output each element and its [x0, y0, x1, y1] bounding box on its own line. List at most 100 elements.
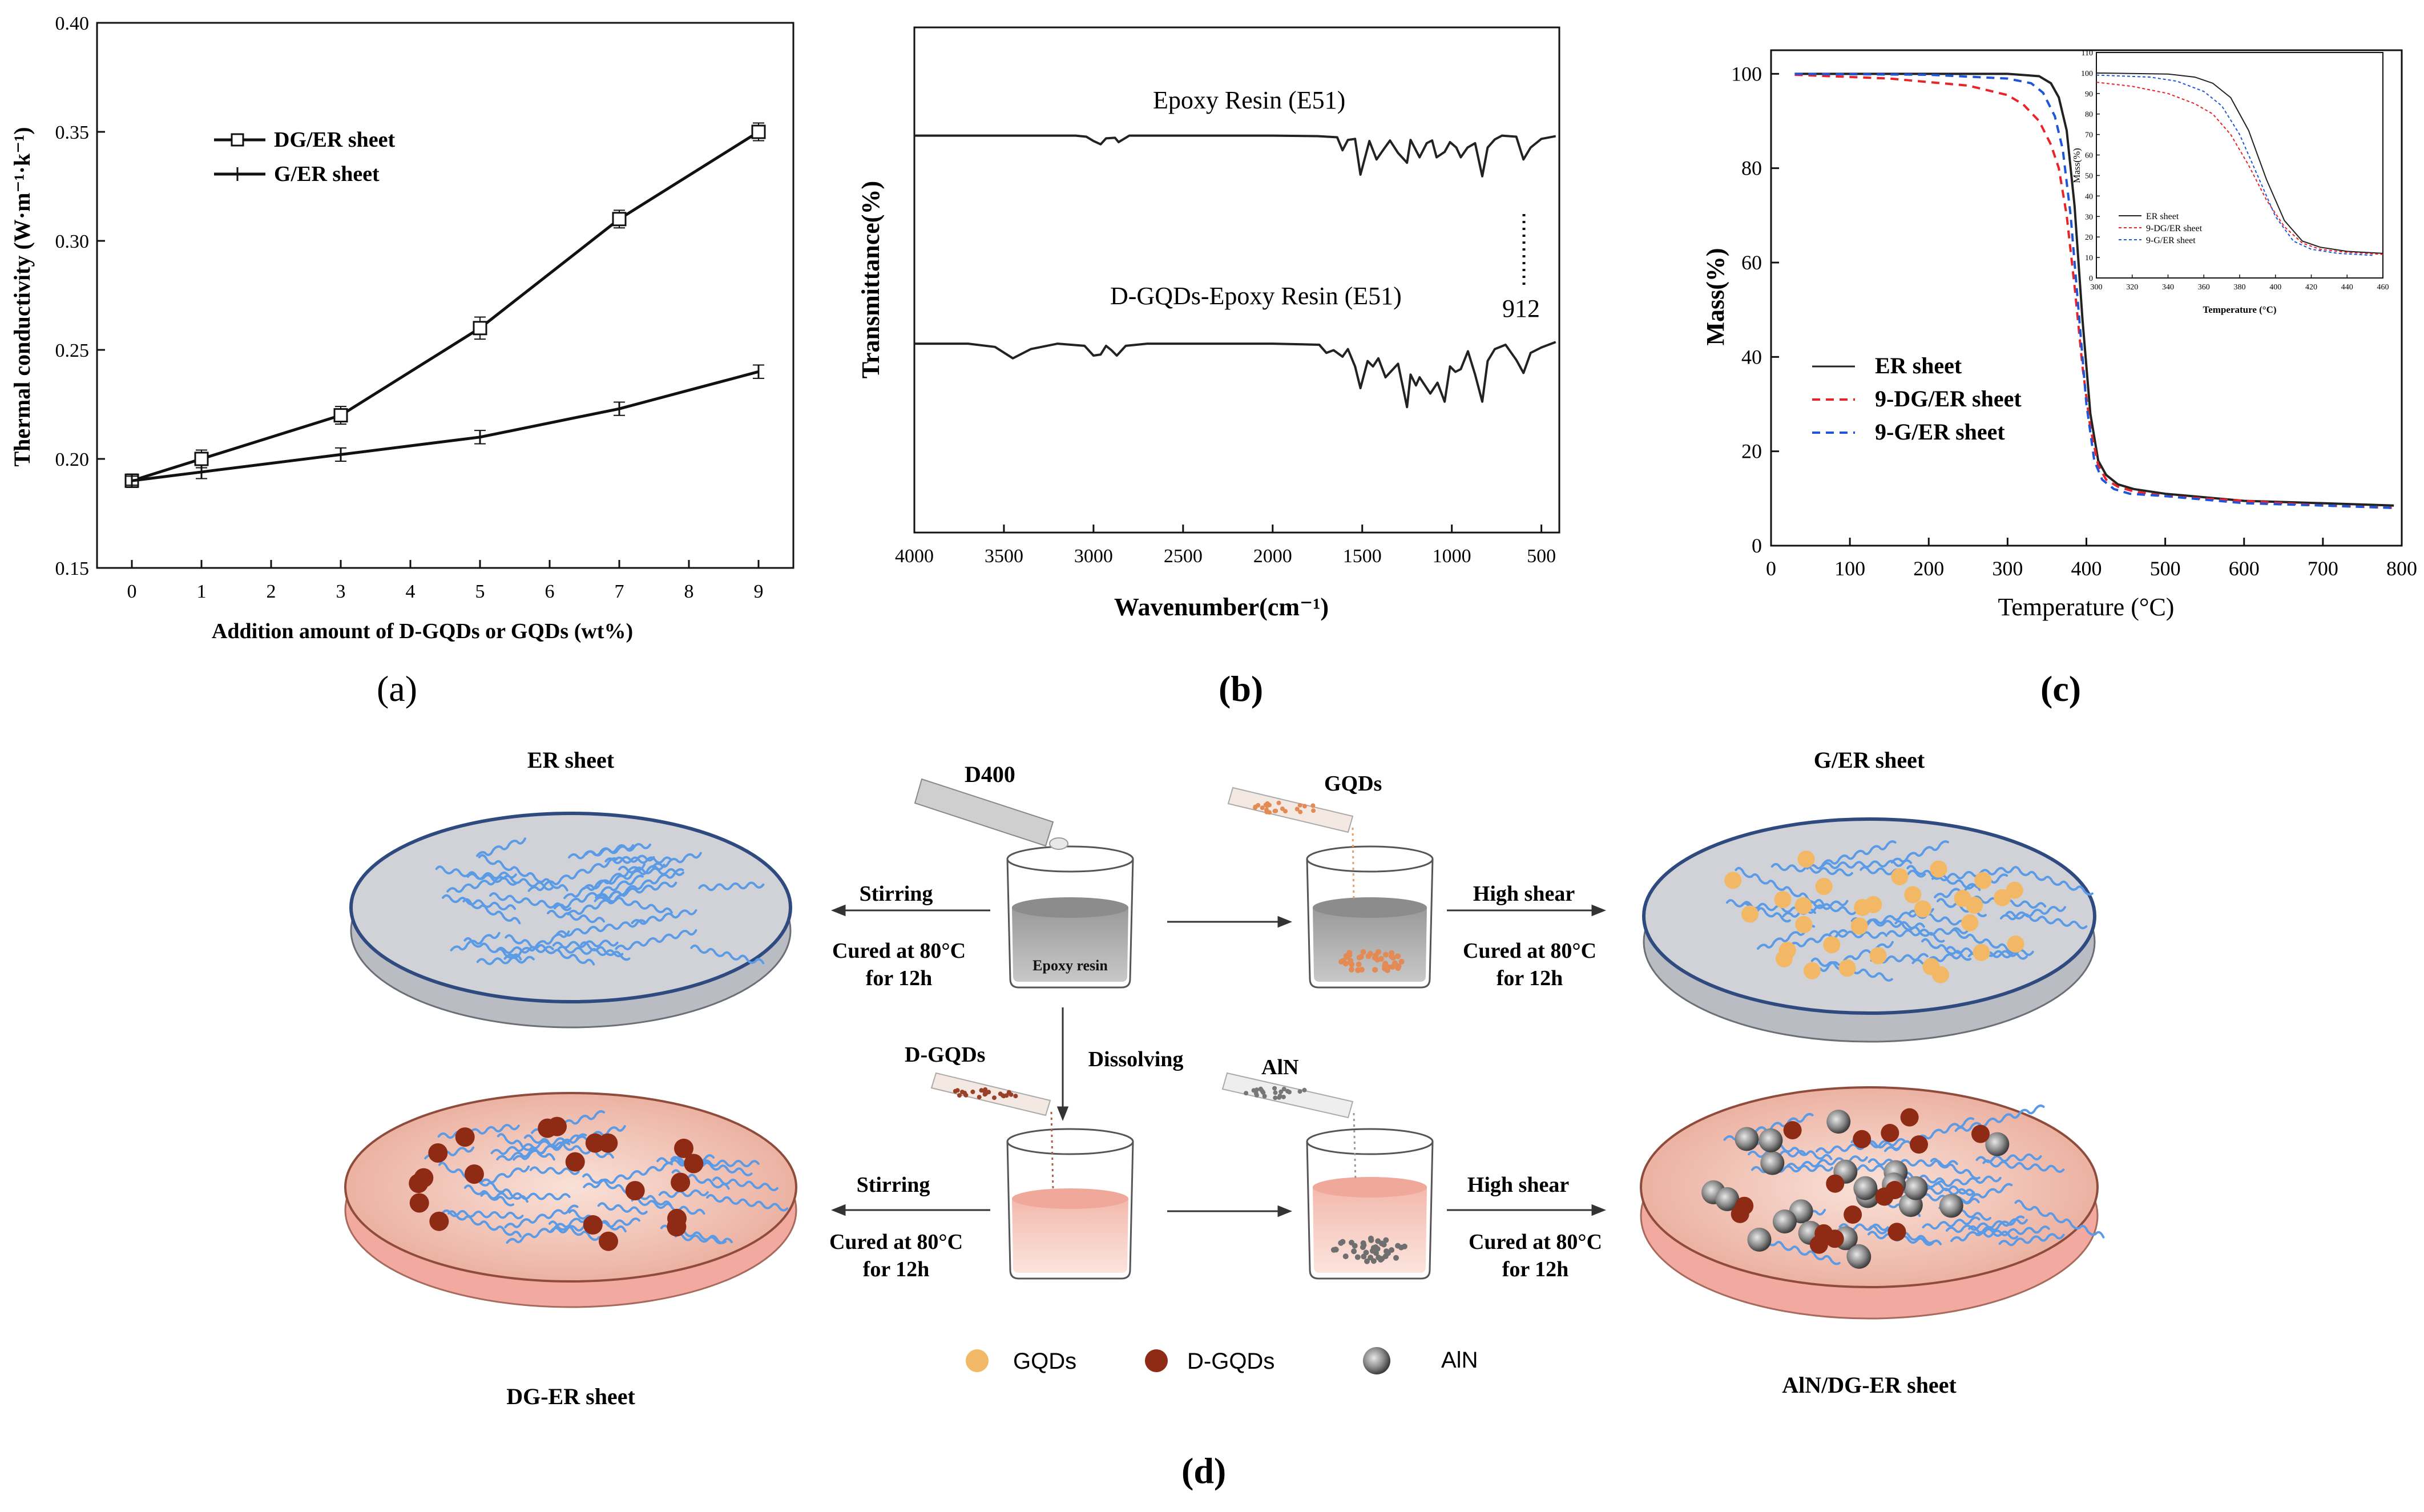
dgqd-particle [565, 1152, 585, 1172]
dgqd-particle [671, 1172, 691, 1192]
polymer-chain [503, 930, 570, 960]
plate-alndger-particles [1701, 1108, 2010, 1269]
polymer-chain [1950, 929, 2016, 954]
dgqd-particle [1881, 1124, 1899, 1142]
gqd-particle [1803, 962, 1821, 979]
gqd-particle [1974, 872, 1992, 889]
aln-cluster-dot [1363, 1249, 1369, 1256]
chart-b-spectrum-2 [914, 341, 1556, 409]
chart-c-xtick-label: 100 [1834, 557, 1865, 580]
step-stirring-top: Stirring [860, 882, 933, 906]
tube-dgqd-dot [957, 1093, 962, 1098]
chart-b-xtick-label: 2500 [1164, 546, 1203, 567]
polymer-chain [476, 955, 535, 965]
gqd-particle [1850, 917, 1868, 935]
tube-gqds-stream [1352, 827, 1355, 902]
aln-particle [1772, 1209, 1797, 1233]
inset-ytick-label: 10 [2085, 254, 2093, 263]
tube-aln-dot [1302, 1087, 1307, 1092]
plate-dger-title: DG-ER sheet [506, 1384, 635, 1409]
polymer-chain [555, 919, 646, 937]
inset-curve-2 [2096, 82, 2383, 255]
tube-dgqds-label: D-GQDs [905, 1043, 985, 1067]
inset-legend-g-label: 9-G/ER sheet [2146, 236, 2196, 245]
dgqd-particle [599, 1231, 618, 1251]
chart-b-xtick-label: 1500 [1343, 546, 1382, 567]
inset-ytick-label: 80 [2085, 111, 2093, 119]
chart-a-xtick-label: 1 [197, 581, 207, 602]
beaker-dgqds-glass [1006, 1141, 1134, 1280]
chart-a-legend: DG/ER sheet G/ER sheet [214, 128, 396, 186]
chart-c-xtick-label: 400 [2071, 557, 2102, 580]
polymer-chain [1884, 1117, 1974, 1152]
tube-gqd-dot [1283, 809, 1288, 814]
polymer-chain [495, 945, 554, 954]
polymer-chain [2005, 910, 2088, 930]
inset-xtick-label: 440 [2341, 283, 2353, 292]
gqd-cluster-dot [1372, 954, 1378, 961]
inset-ytick-label: 30 [2085, 213, 2093, 221]
tube-gqds-contents [1253, 800, 1316, 815]
chart-b-series-2-label: D-GQDs-Epoxy Resin (E51) [1110, 282, 1402, 310]
inset-xtick-label: 360 [2198, 283, 2210, 292]
chart-a-ytick-label: 0.25 [55, 340, 90, 361]
legend-dgqds-swatch [1145, 1349, 1168, 1372]
tube-d400: D400 [914, 761, 1068, 850]
gqd-cluster-dot [1342, 961, 1349, 967]
tube-gqd-dot [1276, 800, 1281, 805]
chart-a-point-square [194, 451, 209, 466]
aln-cluster-dot [1381, 1241, 1387, 1248]
panel-label-a: (a) [377, 668, 418, 709]
chart-b-xlabel: Wavenumber(cm⁻¹) [1114, 593, 1329, 621]
aln-cluster-dot [1342, 1253, 1349, 1260]
aln-particle [1826, 1110, 1851, 1134]
gqd-particle [1795, 916, 1813, 933]
polymer-chain [479, 1165, 530, 1184]
tube-aln-stream [1353, 1112, 1357, 1182]
aln-particle [1939, 1194, 1963, 1218]
tube-d400-body [914, 778, 1054, 847]
tube-aln-dot [1262, 1094, 1267, 1099]
polymer-chain [489, 892, 571, 912]
polymer-chain [1945, 1218, 2028, 1233]
legend-aln-swatch [1363, 1347, 1390, 1374]
polymer-chain [604, 854, 655, 864]
polymer-chain [505, 934, 595, 966]
tube-aln-contents [1244, 1086, 1307, 1100]
polymer-chain [1806, 900, 1865, 916]
aln-cluster-dot [1376, 1255, 1382, 1261]
gqd-cluster-dot [1356, 954, 1362, 961]
gqd-particle [1823, 936, 1841, 954]
tube-gqd-dot [1298, 809, 1303, 815]
polymer-chain [1999, 906, 2066, 921]
chart-a-frame [96, 22, 794, 569]
legend-dger-marker [231, 133, 244, 147]
chart-c-inset: 300 320 340 360 380 400 420 440 460 0 10 20 30 40 50 60… [2071, 49, 2389, 315]
inset-xtick-label: 460 [2377, 283, 2389, 292]
gqd-cluster-dot [1338, 959, 1345, 965]
polymer-chain [1789, 929, 1848, 947]
arrow-dgqds-to-dger-head [830, 1204, 846, 1216]
chart-b-xtick-label: 3500 [985, 546, 1023, 567]
beaker-epoxy-liquid [1012, 908, 1128, 982]
chart-c-xtick-label: 200 [1913, 557, 1944, 580]
gqd-cluster-dot [1389, 964, 1395, 970]
step-labels: Stirring Cured at 80°C for 12h High shea… [829, 882, 1602, 1281]
inset-ytick-label: 60 [2085, 152, 2093, 160]
polymer-chain [450, 932, 501, 951]
chart-c-ytick-label: 40 [1741, 345, 1762, 368]
chart-c-xtick-label: 300 [1992, 557, 2023, 580]
legend-aln-text: AlN [1441, 1348, 1478, 1373]
chart-c-xtick-label: 0 [1766, 557, 1776, 580]
polymer-chain [1911, 953, 1962, 965]
tube-aln-body [1221, 1072, 1354, 1119]
chart-a-point-square [333, 408, 348, 423]
tube-gqd-dot [1273, 808, 1278, 813]
chart-a-xtick-label: 3 [336, 581, 346, 602]
polymer-chain [1934, 873, 2008, 898]
beaker-gqds-surface [1313, 897, 1427, 918]
plate-er [349, 812, 792, 1029]
arrow-aln-to-alndger-head [1591, 1204, 1607, 1216]
aln-cluster-dot [1369, 1248, 1376, 1254]
chart-b-plot-area [913, 26, 1560, 534]
